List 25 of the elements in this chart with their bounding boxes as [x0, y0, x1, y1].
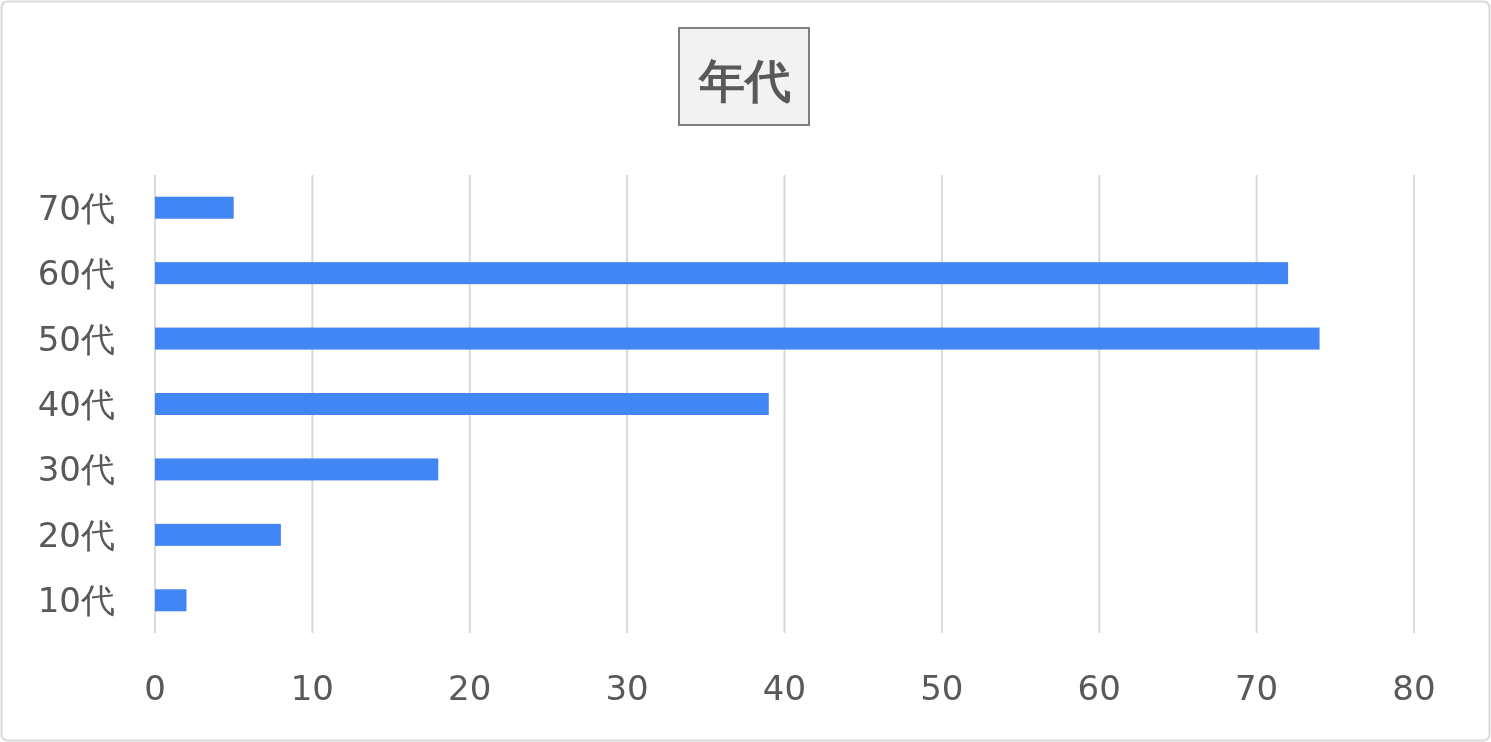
y-tick-label: 40代 — [37, 384, 115, 424]
x-tick-label: 20 — [448, 668, 492, 708]
x-tick-label: 70 — [1234, 668, 1279, 708]
bar — [155, 196, 234, 219]
chart-title: 年代 — [697, 54, 791, 108]
x-tick-label: 40 — [762, 668, 807, 708]
bar — [155, 458, 439, 481]
title: 年代 — [678, 27, 810, 126]
bar — [155, 523, 281, 546]
y-tick-label: 10代 — [37, 580, 115, 621]
y-tick-label: 70代 — [37, 187, 115, 228]
y-tick-label: 30代 — [37, 449, 115, 490]
y-tick-label: 20代 — [37, 514, 115, 555]
bar — [155, 262, 1289, 285]
x-tick-label: 10 — [290, 668, 335, 708]
y-tick-label: 50代 — [37, 318, 115, 359]
y-tick-label: 60代 — [37, 253, 115, 294]
x-tick-label: 50 — [920, 668, 964, 708]
bar — [155, 589, 187, 612]
x-tick-label: 80 — [1392, 668, 1436, 708]
bar — [155, 393, 769, 415]
x-tick-label: 0 — [144, 668, 166, 708]
x-tick-label: 30 — [605, 668, 649, 708]
x-tick-label: 60 — [1077, 668, 1121, 708]
bar — [155, 327, 1320, 350]
